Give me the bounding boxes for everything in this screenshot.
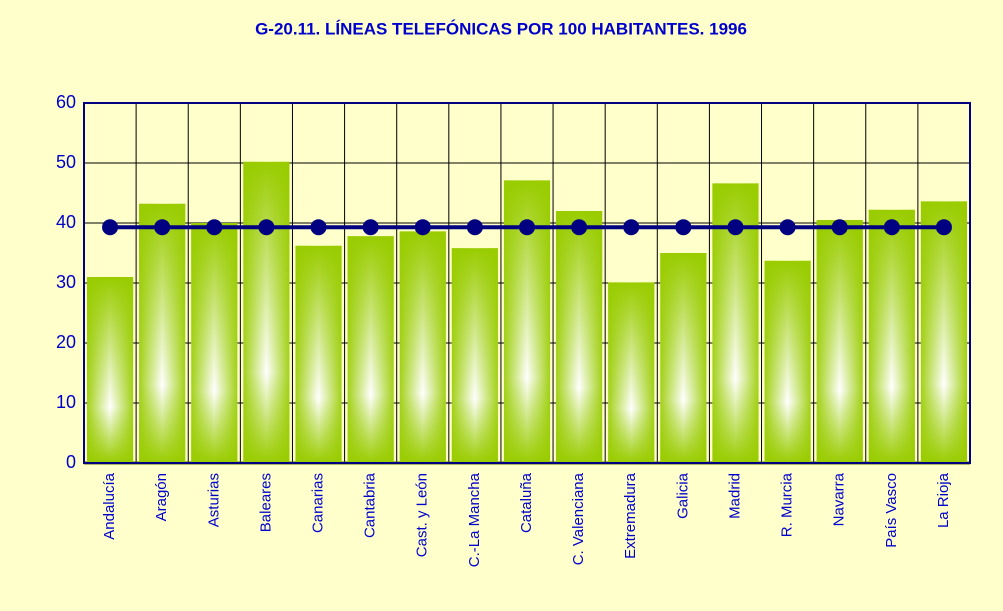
line-marker bbox=[675, 219, 692, 236]
x-tick-label: Cantabria bbox=[362, 472, 379, 538]
chart-title: G-20.11. LÍNEAS TELEFÓNICAS POR 100 HABI… bbox=[255, 19, 747, 38]
bar-shade bbox=[660, 253, 707, 463]
x-tick-label: Cataluña bbox=[518, 472, 535, 533]
bar-shade bbox=[87, 277, 134, 463]
x-tick-label: C. Valenciana bbox=[570, 472, 587, 565]
x-tick-label: C.-La Mancha bbox=[466, 472, 483, 567]
line-marker bbox=[206, 219, 223, 236]
x-tick-label: Aragón bbox=[153, 473, 170, 521]
x-tick-label: Extremadura bbox=[622, 472, 639, 559]
line-marker bbox=[831, 219, 848, 236]
y-tick-label: 60 bbox=[56, 92, 76, 112]
line-marker bbox=[779, 219, 796, 236]
y-tick-label: 20 bbox=[56, 332, 76, 352]
y-tick-label: 50 bbox=[56, 152, 76, 172]
line-marker bbox=[935, 219, 952, 236]
x-tick-label: Madrid bbox=[726, 473, 743, 519]
line-marker bbox=[571, 219, 588, 236]
x-tick-label: R. Murcia bbox=[779, 472, 796, 537]
bar-shade bbox=[556, 211, 603, 463]
x-tick-label: Andalucía bbox=[101, 472, 118, 539]
bar-shade bbox=[868, 209, 915, 463]
x-tick-label: Asturias bbox=[205, 473, 222, 527]
x-tick-label: País Vasco bbox=[883, 473, 900, 548]
line-marker bbox=[883, 219, 900, 236]
y-tick-label: 10 bbox=[56, 392, 76, 412]
line-marker bbox=[258, 219, 275, 236]
bar-shade bbox=[451, 248, 498, 463]
bar-shade bbox=[295, 245, 342, 463]
bar-shade bbox=[816, 220, 863, 463]
x-tick-label: La Rioja bbox=[935, 472, 952, 528]
y-tick-label: 0 bbox=[66, 452, 76, 472]
x-tick-label: Navarra bbox=[831, 472, 848, 526]
line-marker bbox=[102, 219, 119, 236]
bar-shade bbox=[139, 203, 186, 464]
x-tick-label: Galicia bbox=[674, 472, 691, 519]
line-marker bbox=[414, 219, 431, 236]
bar-shade bbox=[399, 231, 446, 463]
line-marker bbox=[362, 219, 379, 236]
x-tick-label: Canarias bbox=[309, 473, 326, 533]
y-tick-label: 40 bbox=[56, 212, 76, 232]
bar-shade bbox=[920, 201, 967, 463]
bar-shade bbox=[191, 223, 238, 463]
bar-shade bbox=[347, 236, 394, 463]
x-tick-label: Cast. y León bbox=[414, 473, 431, 557]
line-marker bbox=[154, 219, 171, 236]
line-marker bbox=[519, 219, 535, 236]
bar-shade bbox=[243, 161, 290, 464]
line-marker bbox=[623, 219, 640, 236]
line-marker bbox=[727, 219, 744, 236]
bar-shade bbox=[608, 282, 655, 463]
x-tick-label: Baleares bbox=[257, 473, 274, 532]
plot-border bbox=[83, 102, 971, 464]
y-tick-label: 30 bbox=[56, 272, 76, 292]
line-marker bbox=[466, 219, 483, 236]
line-marker bbox=[310, 219, 327, 236]
bar-shade bbox=[764, 260, 811, 463]
